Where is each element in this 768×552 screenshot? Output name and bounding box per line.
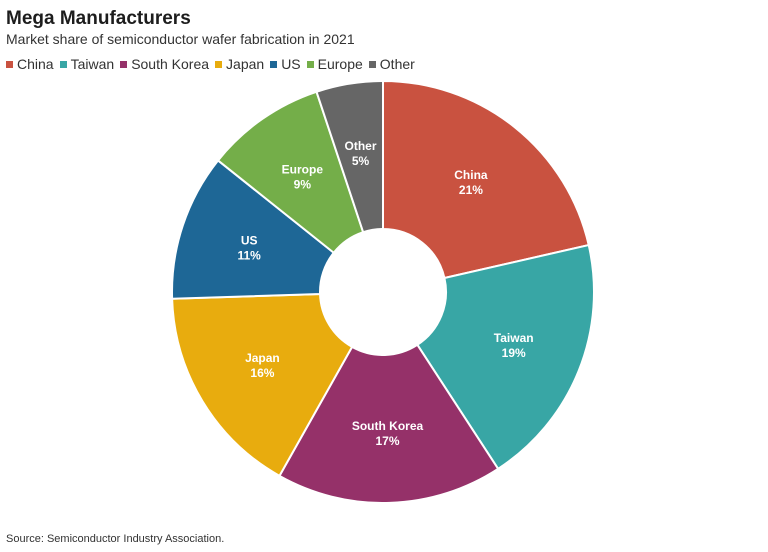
slice-label-japan: Japan [245,351,280,365]
legend-label-taiwan: Taiwan [70,56,115,72]
slice-other [315,79,384,234]
slice-label-south-korea: South Korea [352,419,424,433]
legend-label-japan: Japan [226,56,265,72]
slice-value-south-korea: 17% [376,434,400,448]
legend-swatch-south-korea [120,60,128,68]
slice-label-us: US [241,234,258,248]
slice-label-other: Other [344,139,376,153]
slice-taiwan [415,243,595,471]
legend-swatch-taiwan [59,60,67,68]
chart-legend: China Taiwan South Korea Japan US Europe Other [6,56,421,72]
legend-swatch-us [270,60,278,68]
slice-label-taiwan: Taiwan [494,331,534,345]
legend-item-japan: Japan [215,56,264,72]
slice-value-china: 21% [459,183,483,197]
legend-label-south-korea: South Korea [131,56,210,72]
legend-item-south-korea: South Korea [120,56,209,72]
slice-us [171,159,336,300]
slice-china [382,79,590,280]
chart-subtitle: Market share of semiconductor wafer fabr… [6,31,355,47]
slice-value-taiwan: 19% [502,346,526,360]
slice-value-europe: 9% [294,177,312,191]
legend-item-europe: Europe [306,56,363,72]
source-note: Source: Semiconductor Industry Associati… [6,533,225,545]
legend-swatch-other [368,60,376,68]
legend-swatch-japan [215,60,223,68]
slice-value-us: 11% [238,249,262,263]
legend-label-europe: Europe [317,56,363,72]
slice-japan [171,292,354,478]
legend-item-us: US [270,56,301,72]
legend-label-china: China [17,56,54,72]
legend-item-taiwan: Taiwan [59,56,115,72]
slices-group [171,79,595,504]
slice-europe [216,90,365,255]
legend-swatch-europe [306,60,314,68]
slice-value-japan: 16% [250,366,274,380]
legend-item-other: Other [368,56,415,72]
chart-title: Mega Manufacturers [6,8,191,29]
legend-label-other: Other [379,56,415,72]
slice-label-china: China [454,168,488,182]
legend-label-us: US [281,56,301,72]
slice-label-europe: Europe [282,162,324,176]
slice-south-korea [278,343,500,504]
slice-value-other: 5% [352,154,370,168]
legend-item-china: China [6,56,54,72]
legend-swatch-china [6,60,13,68]
